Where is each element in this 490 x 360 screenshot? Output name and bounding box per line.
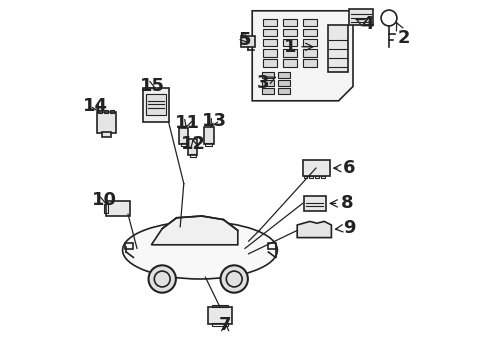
Bar [310, 176, 313, 178]
Bar [205, 143, 212, 146]
Bar [262, 72, 274, 78]
Bar [303, 19, 317, 26]
Bar [278, 72, 290, 78]
Bar [304, 176, 307, 178]
Bar [263, 39, 277, 46]
Bar [104, 204, 108, 213]
Bar [263, 29, 277, 36]
Bar [125, 243, 133, 249]
Bar [262, 88, 274, 94]
Bar [321, 176, 324, 178]
Bar [304, 196, 326, 211]
Text: 7: 7 [219, 316, 231, 334]
Text: 10: 10 [92, 191, 117, 209]
Bar [283, 49, 297, 57]
Ellipse shape [122, 221, 277, 279]
Text: 8: 8 [330, 194, 354, 212]
Bar [212, 305, 228, 307]
Bar [110, 110, 114, 113]
Bar [349, 9, 373, 25]
Text: 4: 4 [356, 15, 374, 33]
Bar [104, 110, 108, 113]
Text: 3: 3 [257, 74, 275, 92]
Bar [144, 88, 169, 122]
Bar [303, 49, 317, 57]
Bar [208, 307, 232, 324]
Bar [146, 94, 166, 115]
Polygon shape [151, 216, 238, 245]
Circle shape [220, 265, 248, 293]
Bar [315, 176, 319, 178]
Bar [283, 19, 297, 26]
Text: 14: 14 [83, 97, 108, 115]
Bar [102, 132, 111, 137]
Text: 15: 15 [140, 77, 165, 95]
Bar [278, 88, 290, 94]
Bar [303, 39, 317, 46]
Bar [283, 39, 297, 46]
Text: 1: 1 [284, 38, 313, 56]
Bar [204, 127, 214, 144]
Bar [98, 110, 102, 113]
Bar [242, 36, 255, 47]
Bar [303, 160, 330, 176]
Text: 11: 11 [175, 114, 200, 132]
Bar [181, 143, 187, 146]
Bar [303, 59, 317, 67]
Text: 13: 13 [202, 112, 227, 130]
Bar [106, 201, 130, 216]
Circle shape [148, 265, 176, 293]
Text: 6: 6 [334, 159, 356, 177]
Bar [263, 49, 277, 57]
Bar [283, 29, 297, 36]
Bar [283, 59, 297, 67]
Bar [263, 59, 277, 67]
Bar [97, 112, 117, 133]
Text: 9: 9 [336, 219, 356, 237]
Text: 12: 12 [181, 135, 206, 153]
Bar [263, 19, 277, 26]
Bar [179, 128, 189, 144]
Bar [303, 29, 317, 36]
Bar [188, 139, 197, 155]
Text: 5: 5 [239, 31, 251, 49]
Bar [190, 154, 196, 157]
Bar [212, 323, 228, 326]
Bar [328, 25, 347, 72]
Polygon shape [252, 11, 353, 101]
Text: 2: 2 [396, 23, 410, 47]
Bar [269, 243, 276, 249]
Bar [262, 80, 274, 86]
Polygon shape [297, 221, 331, 238]
Bar [278, 80, 290, 86]
